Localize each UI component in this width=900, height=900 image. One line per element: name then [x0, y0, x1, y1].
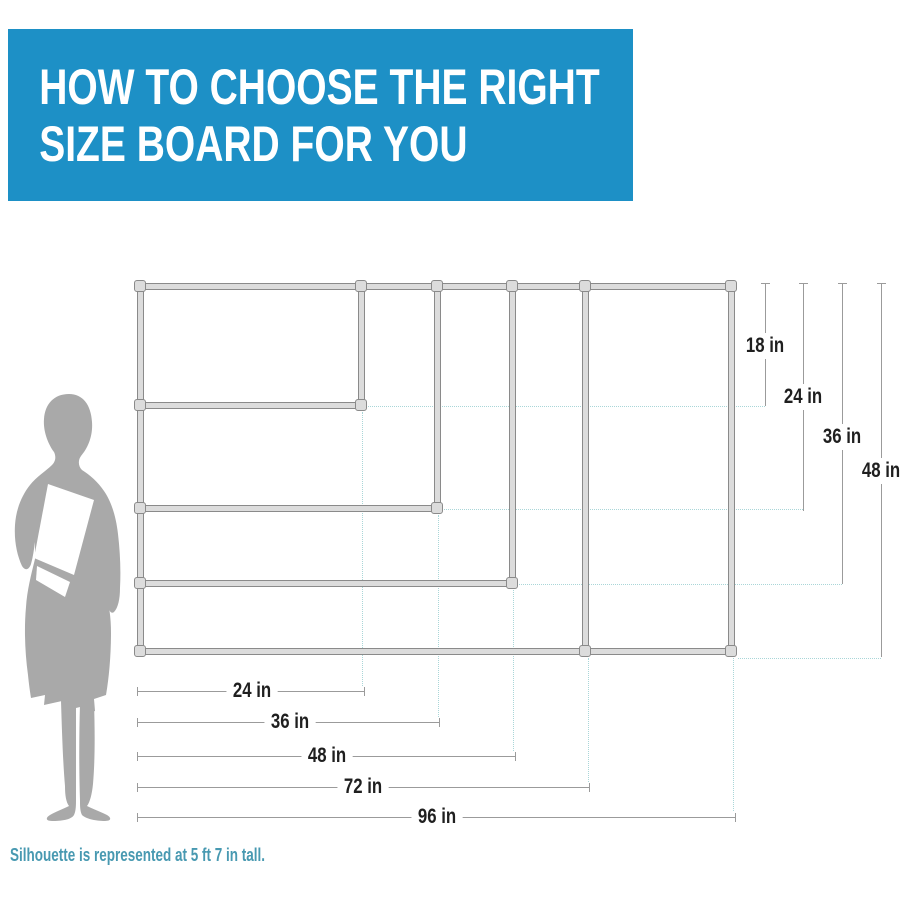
width-label-36in: 36 in: [264, 709, 316, 735]
measure-tick: [137, 687, 138, 696]
height-label-24in: 24 in: [777, 384, 829, 410]
frame-joint: [134, 280, 146, 292]
frame-joint: [725, 645, 737, 657]
frame-joint: [431, 502, 443, 514]
measure-tick: [515, 752, 516, 761]
guide-line-18in: [368, 406, 765, 407]
frame-joint: [579, 645, 591, 657]
page-title: HOW TO CHOOSE THE RIGHT SIZE BOARD FOR Y…: [8, 29, 600, 173]
person-silhouette: [14, 394, 121, 821]
frame-bar-right-48in: [509, 283, 516, 587]
measure-tick: [439, 718, 440, 727]
width-label-72in: 72 in: [337, 774, 389, 800]
guide-line-36in-width: [438, 515, 439, 717]
guide-line-48in: [738, 658, 881, 659]
frame-joint: [506, 280, 518, 292]
folder-icon: [34, 484, 94, 575]
guide-line-36in: [519, 584, 842, 585]
height-label-36in: 36 in: [816, 424, 868, 450]
page-title-line-2: SIZE BOARD FOR YOU: [39, 116, 468, 172]
frame-joint: [134, 399, 146, 411]
measure-tick: [799, 283, 808, 284]
frame-bar-right-36in: [434, 283, 441, 512]
measure-tick: [137, 752, 138, 761]
width-label-24in: 24 in: [226, 678, 278, 704]
guide-line-24in-width: [362, 412, 363, 686]
frame-joint: [134, 645, 146, 657]
silhouette-right-leg: [79, 702, 111, 821]
frame-bar-bottom-24in: [137, 505, 441, 512]
width-label-96in: 96 in: [411, 804, 463, 830]
frame-bar-bottom-18in: [137, 402, 365, 409]
height-label-48in: 48 in: [855, 458, 900, 484]
guide-line-72in-width: [588, 658, 589, 782]
frame-joint: [355, 399, 367, 411]
guide-line-24in: [444, 509, 803, 510]
measure-tick: [838, 283, 847, 284]
footer-note: Silhouette is represented at 5 ft 7 in t…: [10, 845, 266, 865]
width-label-48in: 48 in: [301, 743, 353, 769]
frame-joint: [355, 280, 367, 292]
height-label-18in: 18 in: [739, 333, 791, 359]
frame-joint: [506, 577, 518, 589]
measure-tick: [137, 718, 138, 727]
frame-bar-bottom: [137, 648, 735, 655]
measure-tick: [735, 813, 736, 822]
frame-bar-right-24in: [358, 283, 365, 409]
measure-tick: [761, 283, 770, 284]
frame-bar-right-72in: [582, 283, 589, 655]
measure-tick: [877, 283, 886, 284]
measure-tick: [137, 783, 138, 792]
measure-tick: [589, 783, 590, 792]
frame-joint: [134, 502, 146, 514]
guide-line-48in-width: [513, 590, 514, 751]
page-title-line-1: HOW TO CHOOSE THE RIGHT: [39, 59, 600, 115]
frame-joint: [579, 280, 591, 292]
frame-joint: [134, 577, 146, 589]
header-banner: HOW TO CHOOSE THE RIGHT SIZE BOARD FOR Y…: [8, 29, 633, 201]
frame-joint: [725, 280, 737, 292]
measure-tick: [364, 687, 365, 696]
frame-bar-right-96in: [728, 283, 735, 655]
folder-arm-gap: [36, 566, 70, 597]
silhouette-left-leg: [46, 701, 76, 821]
frame-bar-bottom-36in: [137, 580, 516, 587]
frame-joint: [431, 280, 443, 292]
measure-tick: [137, 813, 138, 822]
guide-line-96in-width: [733, 658, 734, 811]
frame-bar-left: [137, 283, 144, 655]
